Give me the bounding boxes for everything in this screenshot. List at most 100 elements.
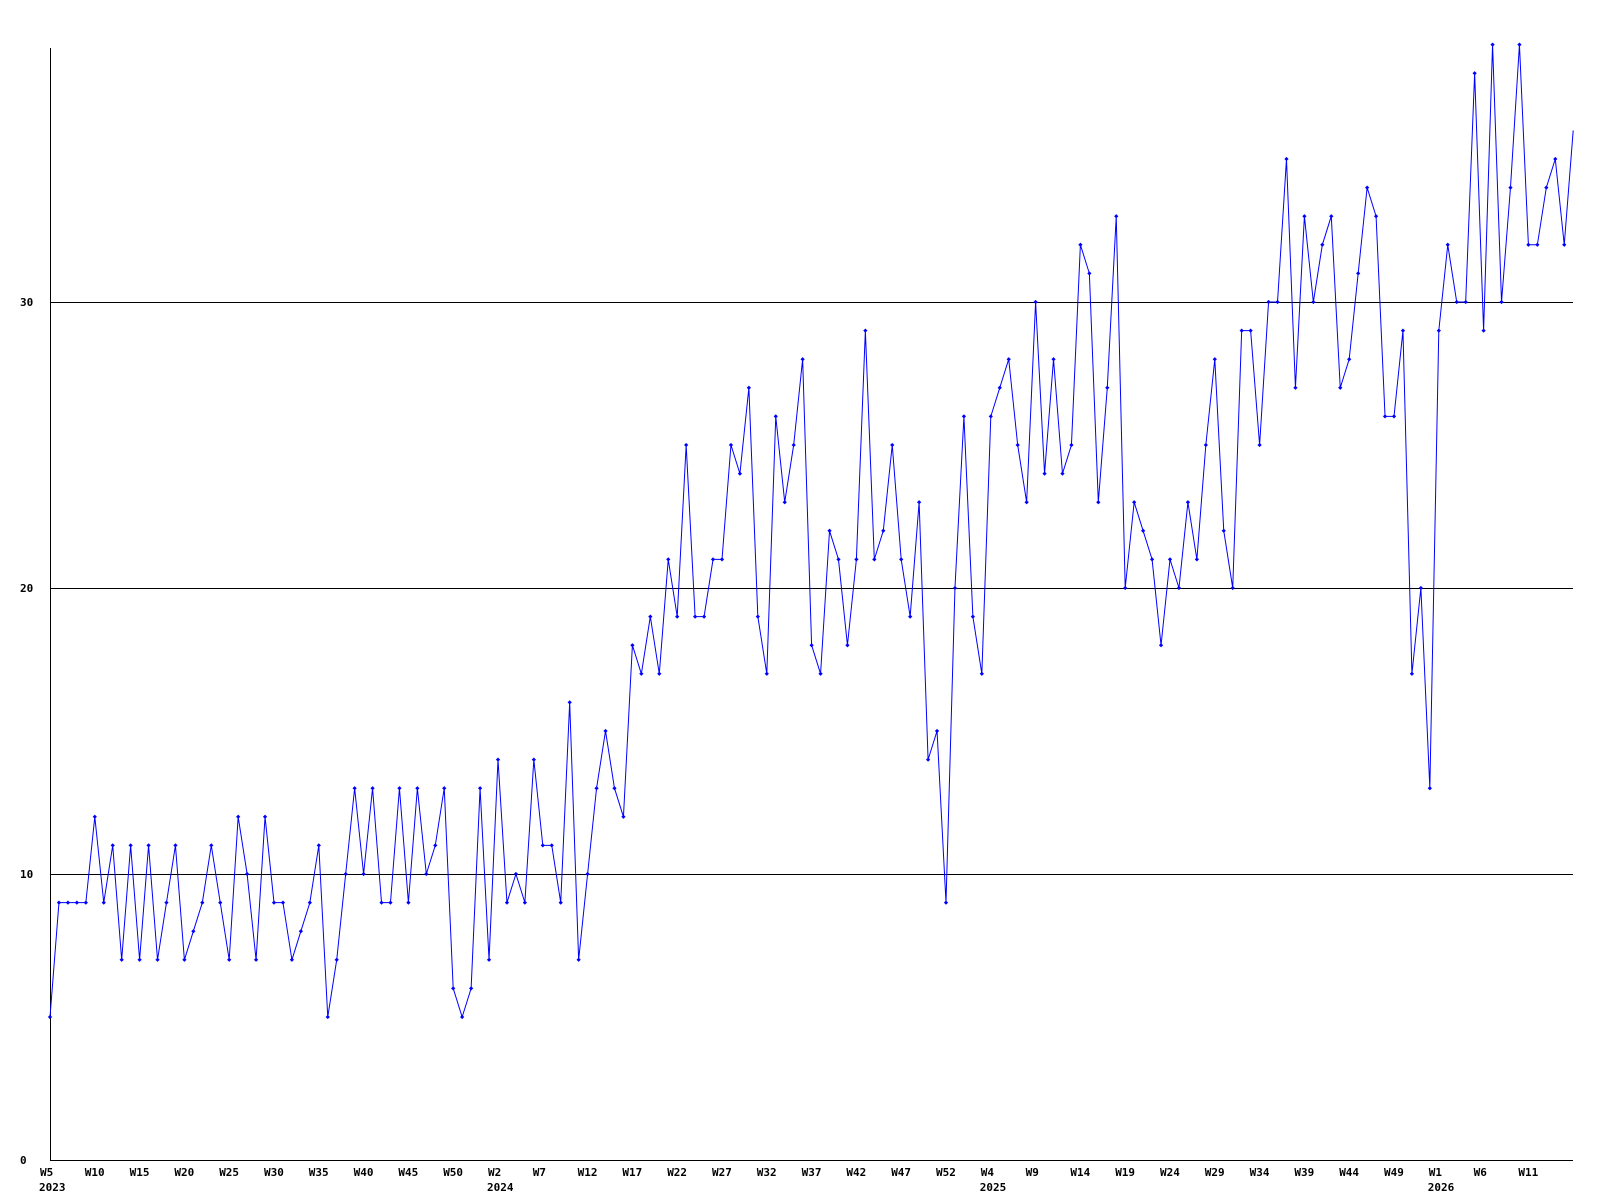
data-point: [1149, 557, 1155, 562]
data-point: [128, 843, 133, 848]
data-point: [531, 757, 536, 762]
data-point: [764, 671, 769, 676]
data-point: [648, 614, 653, 619]
data-point: [1562, 242, 1567, 247]
data-point: [119, 957, 124, 962]
data-point: [943, 900, 949, 905]
data-point: [1409, 671, 1415, 676]
data-point: [612, 786, 617, 791]
data-point: [1132, 500, 1137, 505]
data-point: [1033, 299, 1038, 305]
data-point: [925, 757, 931, 762]
data-point: [379, 900, 384, 905]
data-point: [370, 786, 375, 791]
data-point: [1436, 328, 1441, 333]
data-point: [1356, 271, 1361, 276]
data-point: [1266, 299, 1271, 305]
x-tick-label: W37: [802, 1166, 822, 1179]
data-point: [218, 900, 223, 905]
data-point: [1293, 385, 1298, 390]
data-point: [289, 957, 295, 962]
data-point: [854, 557, 859, 562]
x-tick-label: W10: [85, 1166, 105, 1179]
x-tick-label: W39: [1294, 1166, 1314, 1179]
data-point: [1373, 214, 1379, 219]
data-point: [1553, 156, 1558, 162]
data-point: [1275, 299, 1280, 305]
x-tick-label: W32: [757, 1166, 777, 1179]
x-tick-label: W40: [354, 1166, 374, 1179]
data-point: [1185, 500, 1191, 505]
x-tick-label: W49: [1384, 1166, 1404, 1179]
data-points: [47, 42, 1567, 1020]
data-point: [818, 671, 823, 676]
x-tick-label: W52: [936, 1166, 956, 1179]
data-point: [460, 1014, 465, 1020]
data-point: [415, 786, 420, 791]
data-point: [65, 900, 71, 905]
data-point: [800, 357, 805, 362]
data-point: [997, 385, 1002, 390]
x-tick-label: W1: [1429, 1166, 1443, 1179]
data-point: [773, 414, 778, 419]
data-point: [755, 614, 760, 619]
data-point: [1535, 242, 1540, 247]
data-point: [101, 900, 106, 905]
data-point: [1123, 585, 1128, 591]
data-point: [621, 814, 626, 819]
data-point: [1078, 242, 1083, 247]
x-tick-label: W6: [1474, 1166, 1488, 1179]
data-point: [961, 414, 967, 419]
data-point: [737, 471, 743, 476]
data-point: [56, 900, 62, 905]
data-point: [1087, 271, 1092, 276]
y-tick-label: 30: [20, 296, 33, 309]
data-point: [836, 557, 841, 562]
data-point: [845, 643, 850, 648]
data-point: [164, 900, 169, 905]
data-point: [1526, 242, 1531, 247]
data-point: [1069, 442, 1074, 448]
data-point: [746, 385, 752, 390]
y-tick-labels: 0 10 20 30: [20, 296, 33, 1167]
data-point: [1194, 557, 1200, 562]
x-tick-label: W9: [1026, 1166, 1039, 1179]
data-point: [280, 900, 286, 905]
data-point: [298, 929, 304, 934]
data-point: [468, 986, 474, 991]
data-point: [558, 900, 563, 905]
data-point: [1230, 585, 1235, 591]
gridlines: [50, 302, 1573, 875]
data-point: [1517, 42, 1522, 47]
data-point: [1158, 643, 1164, 648]
x-tick-label: W12: [578, 1166, 598, 1179]
data-point: [388, 900, 393, 905]
data-point: [334, 957, 339, 962]
data-point: [1463, 299, 1468, 305]
data-point: [110, 843, 115, 848]
data-point: [1060, 471, 1065, 476]
data-point: [1311, 299, 1316, 305]
data-point: [1248, 328, 1253, 333]
x-tick-label: W22: [667, 1166, 687, 1179]
data-point: [988, 414, 993, 419]
data-point: [137, 957, 142, 962]
data-point: [872, 557, 877, 562]
x-year-label: 2024: [487, 1181, 514, 1194]
data-point: [47, 1014, 53, 1020]
data-point: [1490, 42, 1495, 47]
x-tick-label: W45: [398, 1166, 418, 1179]
data-point: [451, 986, 456, 991]
data-point: [442, 786, 447, 791]
data-point: [719, 557, 725, 562]
x-tick-label: W25: [219, 1166, 239, 1179]
data-point: [710, 557, 716, 562]
data-point: [603, 728, 608, 734]
data-point: [1544, 185, 1549, 190]
x-tick-label: W11: [1518, 1166, 1538, 1179]
data-point: [424, 871, 429, 877]
data-point: [92, 814, 97, 819]
data-point: [522, 900, 528, 905]
data-point: [567, 700, 572, 705]
